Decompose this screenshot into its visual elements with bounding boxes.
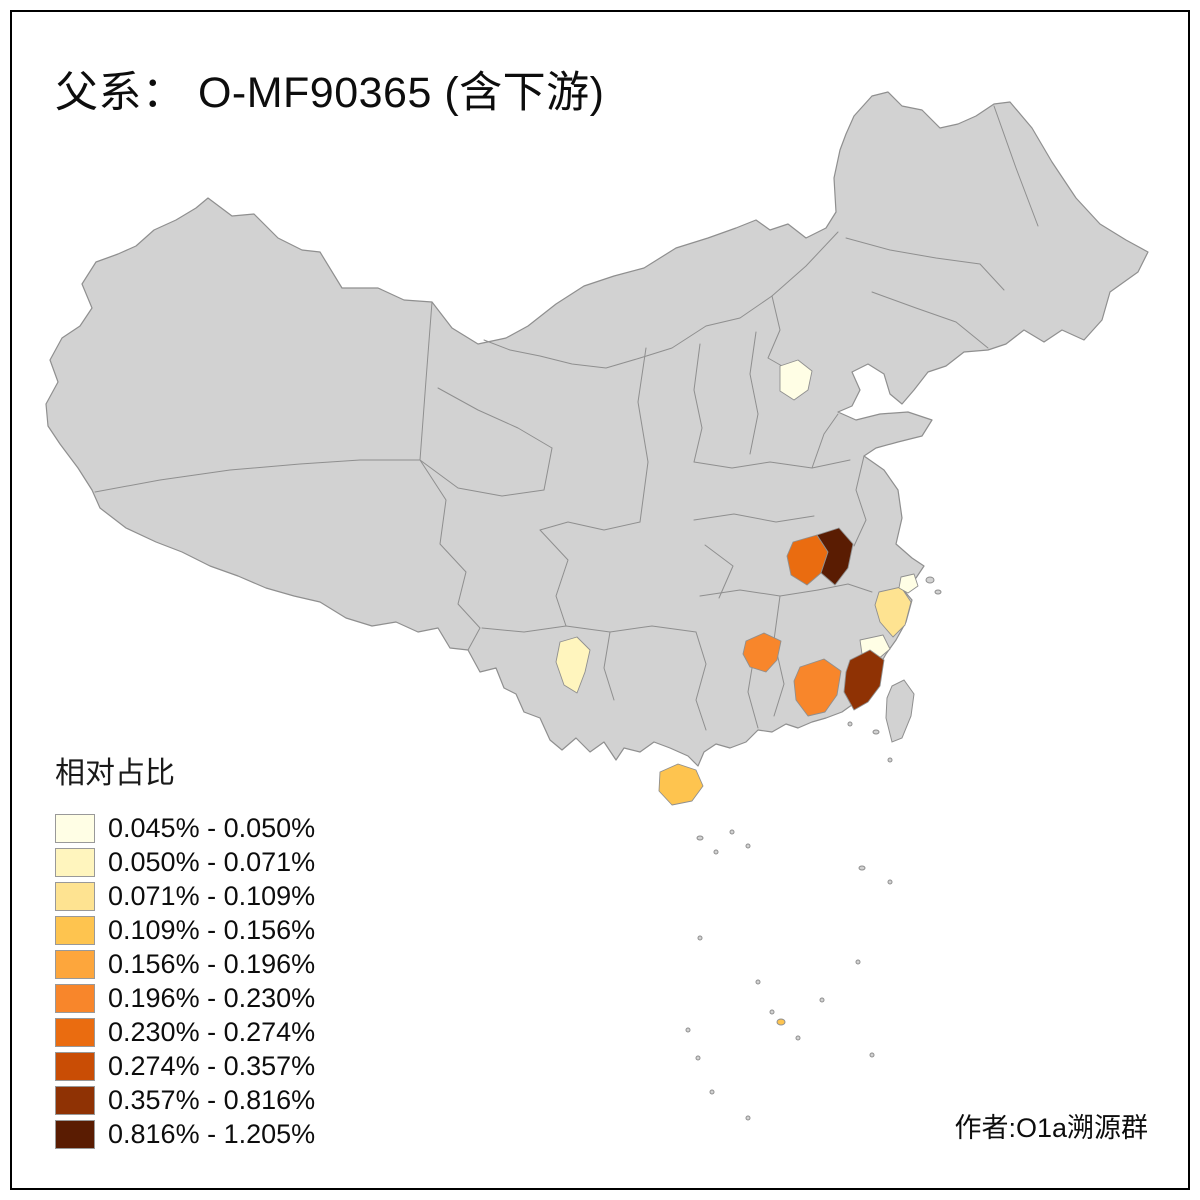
legend-label: 0.109% - 0.156%: [108, 915, 316, 945]
island: [858, 865, 866, 871]
province-border: [699, 589, 819, 597]
legend-item: 0.050% - 0.071%: [55, 847, 316, 877]
legend-item: 0.230% - 0.274%: [55, 1017, 316, 1047]
legend-label: 0.071% - 0.109%: [108, 881, 316, 911]
legend-item: 0.045% - 0.050%: [55, 813, 316, 843]
region-chongqing: [742, 632, 782, 673]
province-border: [94, 459, 421, 493]
legend-item: 0.357% - 0.816%: [55, 1085, 316, 1115]
province-border: [773, 595, 785, 717]
province-border: [483, 231, 839, 369]
island: [745, 1115, 751, 1121]
island: [769, 1009, 775, 1015]
legend-swatch: [55, 1052, 95, 1081]
province-border: [419, 459, 481, 651]
legend-swatch: [55, 882, 95, 911]
page-title: 父系： O-MF90365 (含下游): [55, 69, 605, 117]
region-fujian: [843, 649, 885, 711]
province-border: [693, 343, 703, 463]
china-mainland: [45, 91, 1149, 767]
legend-swatch: [55, 950, 95, 979]
province-border: [871, 291, 989, 349]
legend-label: 0.230% - 0.274%: [108, 1017, 316, 1047]
region-shanghai: [898, 573, 919, 594]
island: [697, 935, 703, 941]
island: [696, 835, 704, 841]
legend-item: 0.816% - 1.205%: [55, 1119, 316, 1149]
legend-title: 相对占比: [55, 757, 175, 790]
legend-swatch: [55, 1120, 95, 1149]
island: [709, 1089, 715, 1095]
legend-item: 0.109% - 0.156%: [55, 915, 316, 945]
taiwan-island: [885, 679, 915, 743]
island: [925, 576, 935, 584]
province-border: [603, 631, 615, 701]
legend-swatch: [55, 1018, 95, 1047]
province-border: [539, 521, 641, 531]
province-border: [539, 529, 569, 627]
island: [887, 879, 893, 885]
island: [869, 1052, 875, 1058]
legend-label: 0.050% - 0.071%: [108, 847, 316, 877]
author-credit: 作者:O1a溯源群: [954, 1113, 1148, 1143]
island: [729, 829, 735, 835]
legend-swatch: [55, 916, 95, 945]
province-border: [693, 513, 815, 523]
island: [745, 843, 751, 849]
legend-label: 0.357% - 0.816%: [108, 1085, 316, 1115]
region-guangdong: [793, 658, 842, 717]
island: [855, 959, 861, 965]
province-border: [993, 105, 1039, 227]
island: [695, 1055, 701, 1061]
legend-item: 0.156% - 0.196%: [55, 949, 316, 979]
legend-label: 0.274% - 0.357%: [108, 1051, 316, 1081]
region-beijing: [779, 359, 813, 401]
island: [713, 849, 719, 855]
province-border: [817, 583, 873, 593]
legend-swatch: [55, 1086, 95, 1115]
province-border: [481, 625, 697, 633]
region-south-sea-island: [776, 1018, 786, 1026]
legend-item: 0.071% - 0.109%: [55, 881, 316, 911]
legend-item: 0.196% - 0.230%: [55, 983, 316, 1013]
island: [934, 589, 942, 595]
region-hainan: [658, 763, 704, 806]
legend-swatch: [55, 814, 95, 843]
island: [847, 721, 853, 727]
province-border: [695, 631, 707, 731]
province-border: [637, 347, 649, 523]
province-border: [749, 331, 759, 455]
island: [755, 979, 761, 985]
island: [872, 729, 880, 735]
province-border: [767, 295, 783, 367]
island: [685, 1027, 691, 1033]
legend-label: 0.196% - 0.230%: [108, 983, 316, 1013]
legend-label: 0.045% - 0.050%: [108, 813, 316, 843]
island: [795, 1035, 801, 1041]
map-legend: 相对占比 0.045% - 0.050% 0.050% - 0.071% 0.0…: [55, 748, 315, 1154]
legend-label: 0.816% - 1.205%: [108, 1119, 316, 1149]
legend-label: 0.156% - 0.196%: [108, 949, 316, 979]
island: [819, 997, 825, 1003]
region-yunnan: [555, 636, 591, 694]
province-border: [853, 455, 867, 547]
province-border: [811, 413, 839, 469]
island: [887, 757, 893, 763]
province-border: [437, 387, 553, 449]
legend-swatch: [55, 984, 95, 1013]
province-border: [419, 301, 433, 461]
province-border: [419, 447, 553, 497]
legend-swatch: [55, 848, 95, 877]
province-border: [704, 544, 734, 599]
region-anhui: [816, 527, 854, 586]
province-border: [693, 459, 851, 469]
province-border: [845, 237, 1005, 291]
legend-item: 0.274% - 0.357%: [55, 1051, 316, 1081]
